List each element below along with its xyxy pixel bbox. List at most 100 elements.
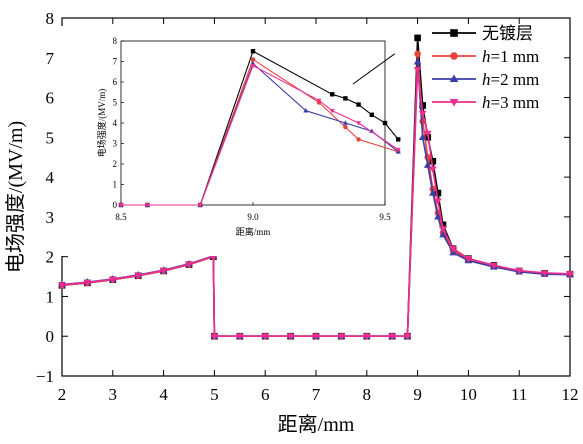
main-x-tick-label: 6 (261, 385, 270, 404)
main-data-point (423, 130, 432, 138)
main-data-point (414, 50, 421, 58)
inset-data-point (356, 102, 361, 107)
main-data-point (413, 67, 422, 74)
main-data-point (261, 333, 269, 341)
inset-x-tick-label: 9.0 (247, 212, 259, 222)
main-x-tick-label: 2 (58, 385, 67, 404)
inset-data-point (342, 120, 348, 125)
main-data-point (434, 212, 442, 220)
inset-data-point (303, 108, 309, 113)
main-data-point (464, 256, 473, 263)
legend-item: h=2 mm (432, 70, 539, 89)
main-data-point (418, 133, 427, 140)
main-x-tick-label: 9 (413, 385, 422, 404)
inset-y-tick-label: 0 (113, 200, 118, 210)
main-x-tick-label: 10 (460, 385, 477, 404)
main-y-tick-label: −1 (36, 367, 54, 386)
main-data-point (429, 189, 437, 196)
main-data-point (413, 57, 422, 65)
main-data-point (419, 102, 426, 109)
main-data-point (434, 189, 442, 197)
main-y-tick-label: 4 (46, 168, 55, 187)
main-data-point (185, 261, 193, 269)
inset-x-tick-label: 9.5 (379, 212, 391, 222)
main-x-tick-label: 11 (511, 385, 527, 404)
main-data-point (210, 333, 219, 341)
main-x-tick-label: 3 (109, 385, 118, 404)
main-data-point (540, 270, 549, 277)
main-x-axis-title: 距离/mm (278, 413, 355, 436)
legend-item: h=3 mm (432, 93, 539, 112)
legend-swatch-marker (449, 98, 459, 107)
main-data-point (134, 272, 142, 280)
main-data-point (312, 333, 320, 341)
main-y-tick-label: 3 (46, 208, 55, 227)
inset-data-point (382, 120, 388, 126)
main-x-tick-label: 8 (363, 385, 372, 404)
inset-y-tick-label: 5 (113, 98, 118, 108)
legend-label: h=3 mm (482, 93, 539, 112)
main-x-tick-label: 7 (312, 385, 321, 404)
inset-data-point (197, 203, 203, 208)
main-data-point (414, 34, 421, 42)
main-data-point (418, 110, 427, 118)
inset-data-point (250, 49, 256, 54)
inset-x-axis-title: 距离/mm (236, 226, 271, 237)
inset-data-point (356, 121, 362, 126)
main-data-point (109, 276, 117, 284)
main-data-point (490, 262, 498, 270)
inset-y-tick-label: 4 (113, 118, 118, 128)
main-plot: 2 3 4 5 6 7 8 9 10 11 12−1012345678距离/mm电场强度/(MV/m… (4, 9, 579, 436)
main-x-tick-label: 5 (210, 385, 219, 404)
legend: 无镀层 h=1 mm h=2 mm h=3 mm (432, 24, 539, 112)
main-y-axis-title: 电场强度/(MV/m) (4, 121, 27, 273)
main-data-point (566, 271, 574, 278)
inset-data-point (369, 128, 375, 133)
main-data-point (423, 161, 432, 168)
main-x-tick-label: 4 (159, 385, 168, 404)
inset-y-tick-label: 6 (113, 77, 118, 87)
inset-x-tick-label: 8.5 (115, 212, 127, 222)
main-y-tick-label: 5 (46, 128, 55, 147)
inset-data-point (369, 112, 374, 117)
main-y-tick-label: 0 (46, 327, 55, 346)
main-data-point (429, 166, 437, 174)
inset-data-point (330, 92, 335, 97)
inset-data-point (356, 137, 361, 142)
main-data-point (363, 333, 371, 341)
main-data-point (429, 157, 437, 165)
main-y-tick-label: 7 (46, 49, 55, 68)
main-data-point (159, 267, 168, 275)
inset-pointer-line (352, 53, 396, 85)
main-data-point (236, 333, 244, 341)
inset-data-point (118, 203, 124, 208)
inset-data-point (343, 124, 348, 130)
inset-y-axis-title: 电场强度/(MV/m) (96, 89, 107, 158)
legend-swatch-marker (450, 29, 458, 37)
legend-item: h=1 mm (432, 47, 539, 66)
main-y-tick-label: 8 (46, 9, 55, 28)
main-data-point (434, 198, 442, 205)
inset-y-tick-label: 3 (113, 139, 118, 149)
main-data-point (58, 282, 66, 289)
main-y-tick-label: 6 (46, 89, 55, 108)
main-y-tick-label: 2 (46, 248, 55, 267)
inset-data-point (316, 98, 322, 104)
main-data-point (388, 333, 396, 341)
main-x-tick-label: 12 (562, 385, 579, 404)
inset-data-point (144, 203, 150, 208)
main-data-point (449, 246, 457, 253)
inset-y-tick-label: 2 (113, 159, 118, 169)
inset-y-tick-label: 1 (113, 180, 118, 190)
legend-label: h=2 mm (482, 70, 539, 89)
inset-data-point (395, 147, 401, 153)
inset-y-tick-label: 8 (113, 36, 118, 46)
legend-swatch-marker (450, 52, 458, 60)
main-data-point (515, 267, 523, 275)
inset-data-point (343, 96, 348, 101)
inset-y-tick-label: 7 (113, 57, 118, 67)
main-data-point (286, 333, 295, 341)
inset-data-point (329, 108, 335, 114)
main-series-3 (58, 67, 574, 341)
